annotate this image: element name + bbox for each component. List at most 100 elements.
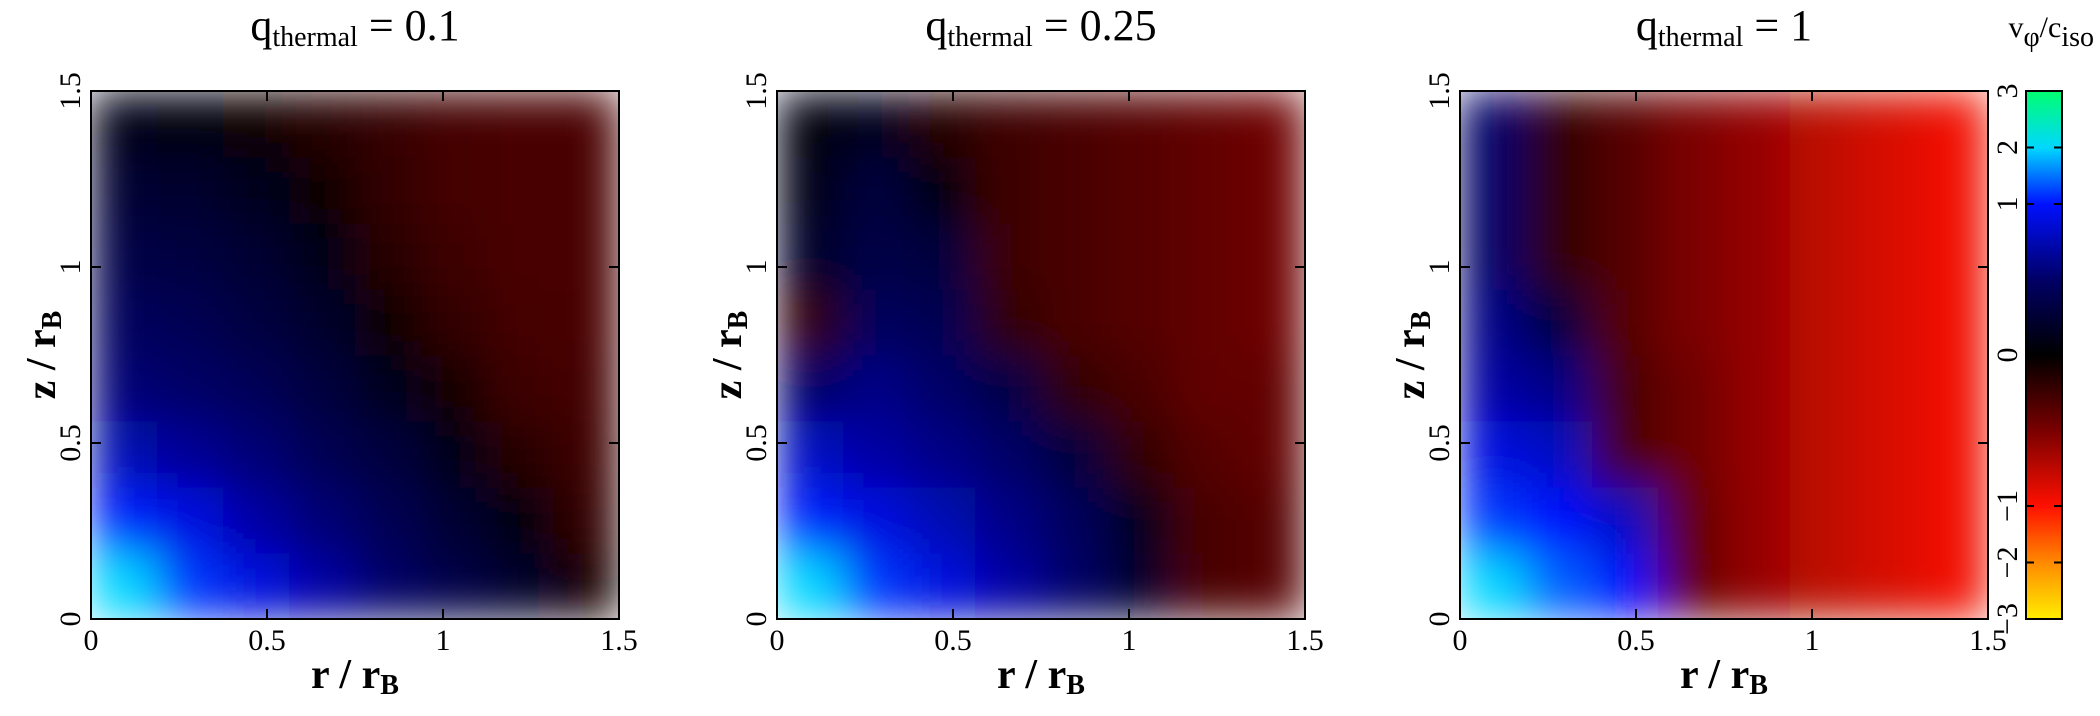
cell bbox=[355, 487, 422, 554]
cell bbox=[777, 487, 844, 554]
cell bbox=[1922, 355, 1988, 422]
cell bbox=[1173, 487, 1240, 554]
cell bbox=[1460, 91, 1527, 158]
cell bbox=[1790, 421, 1857, 488]
cell bbox=[1592, 289, 1659, 356]
colorbar-segment bbox=[2026, 279, 2062, 356]
label-part: B bbox=[380, 670, 399, 701]
cell bbox=[1107, 91, 1174, 158]
y-tick-label: 1 bbox=[54, 260, 87, 275]
label: r / rB bbox=[997, 652, 1085, 702]
cell bbox=[289, 289, 356, 356]
cell bbox=[1107, 421, 1174, 488]
label: qthermal = 1 bbox=[1636, 1, 1812, 53]
cell bbox=[777, 355, 844, 422]
cell bbox=[157, 421, 224, 488]
cell bbox=[91, 355, 158, 422]
cell bbox=[1239, 487, 1305, 554]
cell bbox=[975, 487, 1042, 554]
cell bbox=[223, 421, 290, 488]
colorbar-segment bbox=[2026, 506, 2062, 564]
cell bbox=[355, 91, 422, 158]
cell bbox=[487, 157, 554, 224]
x-tick-label: 1 bbox=[436, 624, 451, 657]
cell bbox=[91, 553, 158, 619]
cell bbox=[487, 91, 554, 158]
plot-frame bbox=[1459, 90, 1989, 620]
cell bbox=[355, 157, 422, 224]
cell bbox=[553, 157, 619, 224]
label: r / rB bbox=[1680, 652, 1768, 702]
cell bbox=[157, 553, 224, 619]
label-part: = 0.25 bbox=[1033, 1, 1157, 50]
cell bbox=[1041, 421, 1108, 488]
cell bbox=[421, 91, 488, 158]
label-part: z / r bbox=[19, 329, 65, 399]
colorbar-tick-label: −3 bbox=[1991, 603, 2024, 635]
label-part: = 0.1 bbox=[358, 1, 460, 50]
y-tick-label: 0.5 bbox=[54, 424, 87, 462]
label: z / rB bbox=[705, 311, 755, 400]
cell bbox=[777, 289, 844, 356]
cell bbox=[975, 157, 1042, 224]
cell bbox=[1107, 355, 1174, 422]
cell bbox=[843, 223, 910, 290]
cell bbox=[1856, 553, 1923, 619]
cell bbox=[1107, 487, 1174, 554]
cell bbox=[223, 223, 290, 290]
cell bbox=[777, 223, 844, 290]
cell bbox=[975, 289, 1042, 356]
cell bbox=[355, 289, 422, 356]
cell bbox=[355, 553, 422, 619]
cell bbox=[1460, 289, 1527, 356]
cell bbox=[1107, 289, 1174, 356]
cell bbox=[975, 421, 1042, 488]
cell bbox=[843, 289, 910, 356]
cell bbox=[1658, 289, 1725, 356]
cell bbox=[909, 421, 976, 488]
cell bbox=[909, 289, 976, 356]
y-tick-label: 1 bbox=[740, 260, 773, 275]
cell bbox=[355, 421, 422, 488]
cell bbox=[487, 487, 554, 554]
cell bbox=[1460, 355, 1527, 422]
cell bbox=[1790, 355, 1857, 422]
cell bbox=[1526, 421, 1593, 488]
cell bbox=[975, 91, 1042, 158]
label-part: v bbox=[2008, 11, 2023, 44]
cell bbox=[1790, 223, 1857, 290]
cell bbox=[1460, 553, 1527, 619]
label-part: q bbox=[250, 1, 272, 50]
label-part: /c bbox=[2040, 11, 2062, 44]
cell bbox=[1790, 487, 1857, 554]
cell bbox=[1724, 157, 1791, 224]
cell bbox=[975, 355, 1042, 422]
cell bbox=[777, 421, 844, 488]
cell bbox=[1239, 223, 1305, 290]
cell bbox=[421, 355, 488, 422]
cell bbox=[355, 223, 422, 290]
cell bbox=[1173, 223, 1240, 290]
cell bbox=[1041, 553, 1108, 619]
colorbar-tick-label: 0 bbox=[1991, 348, 2024, 363]
cell bbox=[1107, 223, 1174, 290]
cell bbox=[1724, 355, 1791, 422]
label-part: thermal bbox=[272, 22, 358, 53]
cell bbox=[487, 421, 554, 488]
cell bbox=[421, 487, 488, 554]
plot-frame bbox=[776, 90, 1306, 620]
cell bbox=[1526, 289, 1593, 356]
cell bbox=[1658, 487, 1725, 554]
cell bbox=[1239, 91, 1305, 158]
cell bbox=[843, 355, 910, 422]
cell bbox=[1658, 553, 1725, 619]
label: qthermal = 0.25 bbox=[925, 1, 1156, 53]
cell bbox=[1460, 421, 1527, 488]
label: z / rB bbox=[1388, 311, 1438, 400]
cell bbox=[1041, 355, 1108, 422]
cell bbox=[553, 289, 619, 356]
cell bbox=[1922, 487, 1988, 554]
cell bbox=[1460, 157, 1527, 224]
label-part: q bbox=[925, 1, 947, 50]
cell bbox=[1592, 223, 1659, 290]
